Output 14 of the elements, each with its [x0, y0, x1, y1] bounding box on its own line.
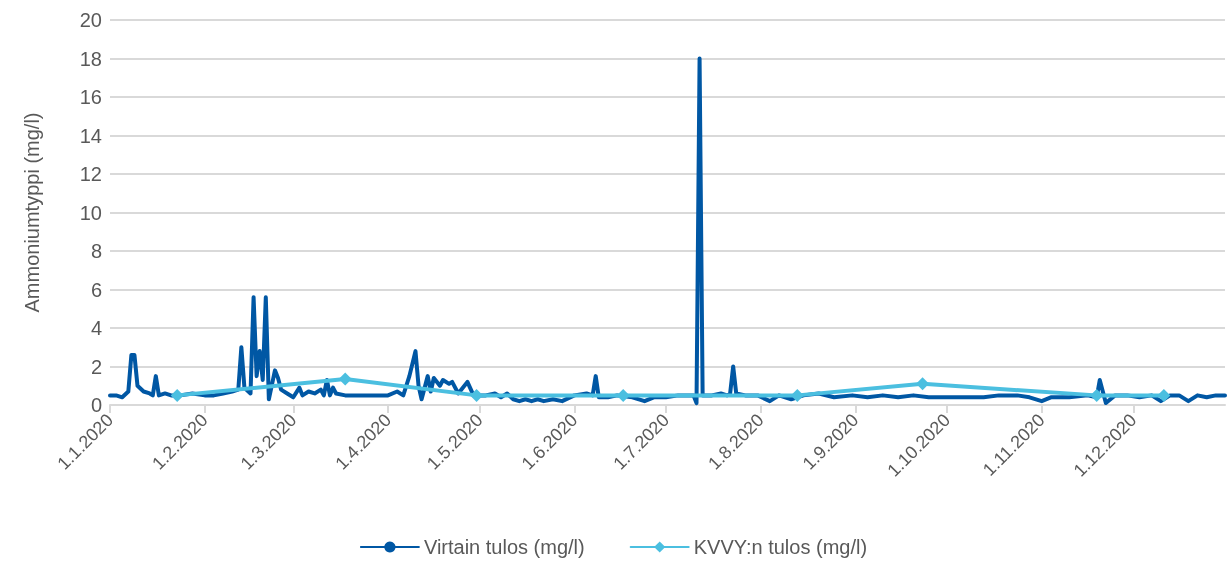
- y-tick-label: 8: [90, 240, 102, 262]
- y-tick-label: 4: [90, 317, 102, 339]
- y-tick-label: 2: [90, 355, 102, 378]
- y-tick-label: 6: [90, 278, 102, 301]
- legend-label: Virtain tulos (mg/l): [423, 536, 585, 558]
- y-tick-label: 18: [79, 47, 102, 70]
- y-tick-label: 14: [79, 124, 102, 147]
- legend-label: KVVY:n tulos (mg/l): [693, 536, 868, 558]
- y-tick-label: 0: [90, 394, 102, 416]
- y-tick-label: 12: [79, 163, 102, 185]
- y-axis-title: Ammoniumtyppi (mg/l): [21, 112, 43, 313]
- y-tick-label: 10: [79, 201, 102, 224]
- y-tick-label: 20: [79, 9, 102, 31]
- y-tick-label: 16: [79, 86, 102, 108]
